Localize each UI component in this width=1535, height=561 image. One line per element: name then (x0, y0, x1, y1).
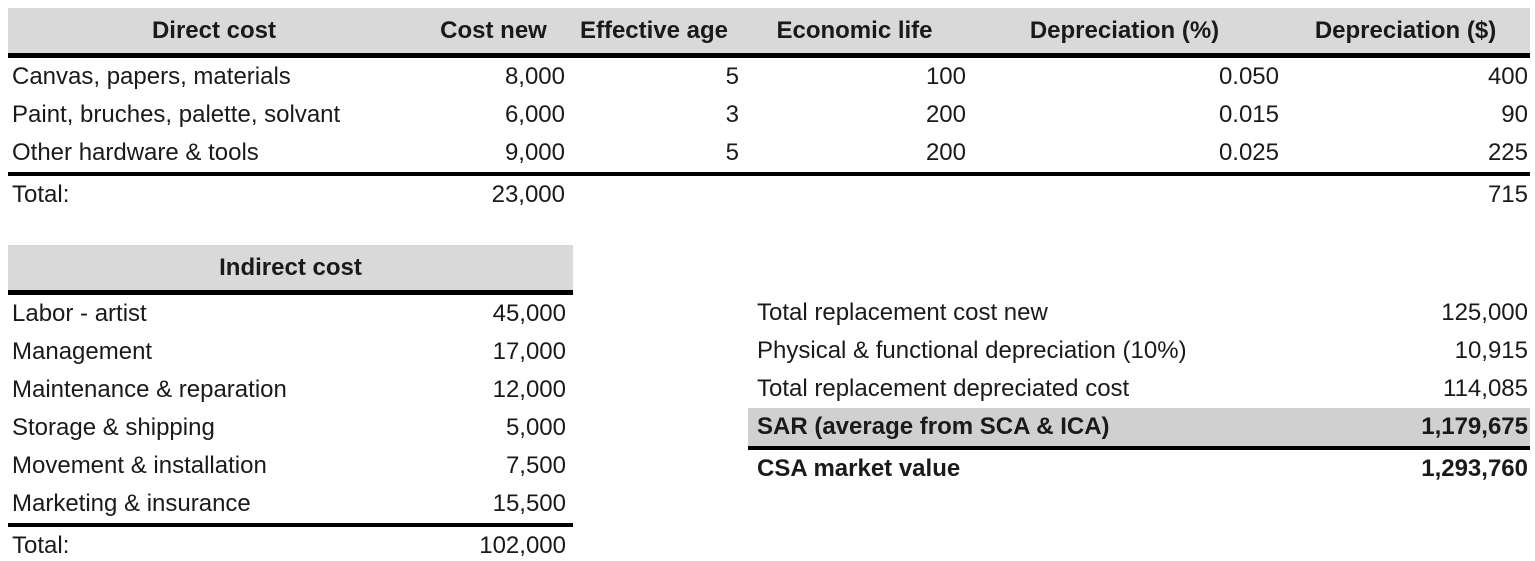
table-row: Paint, bruches, palette, solvant 6,000 3… (8, 96, 1530, 134)
summary-value: 125,000 (1441, 299, 1528, 326)
total-label: Total: (12, 532, 70, 559)
table-row: Movement & installation 7,500 (8, 447, 573, 485)
summary-label: Total replacement depreciated cost (757, 375, 1130, 402)
cell-value: 17,000 (492, 338, 566, 365)
summary-value: 1,179,675 (1421, 413, 1528, 440)
cell-value: 45,000 (492, 300, 566, 327)
valuation-summary: Total replacement cost new 125,000 Physi… (748, 294, 1530, 488)
cell-cost-new: 9,000 (504, 139, 565, 166)
cell-depreciation-pct: 0.015 (1218, 101, 1279, 128)
summary-row-sar-average: SAR (average from SCA & ICA) 1,179,675 (748, 408, 1530, 450)
cell-depreciation-pct: 0.050 (1218, 63, 1279, 90)
header-cost-new: Cost new (440, 16, 547, 44)
indirect-cost-table: Indirect cost Labor - artist 45,000 Mana… (8, 245, 573, 561)
table-row: Management 17,000 (8, 333, 573, 371)
summary-label: Physical & functional depreciation (10%) (757, 337, 1187, 364)
summary-row-csa-market-value: CSA market value 1,293,760 (748, 450, 1530, 488)
cell-depreciation-usd: 90 (1501, 101, 1528, 128)
direct-cost-total-row: Total: 23,000 715 (8, 176, 1530, 214)
table-row: Labor - artist 45,000 (8, 295, 573, 333)
header-direct-cost: Direct cost (151, 16, 277, 44)
direct-cost-header-row: Direct cost Cost new Effective age Econo… (8, 8, 1530, 58)
total-depreciation-usd: 715 (1487, 181, 1528, 208)
cell-item-label: Paint, bruches, palette, solvant (12, 101, 341, 128)
cell-economic-life: 200 (925, 101, 966, 128)
summary-label: CSA market value (757, 455, 961, 482)
summary-row-physical-functional-depreciation: Physical & functional depreciation (10%)… (748, 332, 1530, 370)
cell-item-label: Movement & installation (12, 452, 267, 479)
header-economic-life: Economic life (776, 16, 933, 44)
table-row: Maintenance & reparation 12,000 (8, 371, 573, 409)
cell-value: 7,500 (505, 452, 566, 479)
indirect-cost-body: Labor - artist 45,000 Management 17,000 … (8, 295, 573, 527)
total-cost-new: 23,000 (491, 181, 565, 208)
summary-label: Total replacement cost new (757, 299, 1048, 326)
table-row: Other hardware & tools 9,000 5 200 0.025… (8, 134, 1530, 172)
header-indirect-cost: Indirect cost (219, 253, 362, 281)
total-value: 102,000 (479, 532, 566, 559)
table-row: Canvas, papers, materials 8,000 5 100 0.… (8, 58, 1530, 96)
summary-value: 114,085 (1443, 375, 1528, 402)
cell-effective-age: 3 (725, 101, 739, 128)
cell-item-label: Canvas, papers, materials (12, 63, 291, 90)
cell-item-label: Labor - artist (12, 300, 147, 327)
cell-value: 5,000 (505, 414, 566, 441)
table-row: Marketing & insurance 15,500 (8, 485, 573, 527)
cell-item-label: Management (12, 338, 153, 365)
cell-value: 15,500 (492, 490, 566, 517)
summary-label: SAR (average from SCA & ICA) (757, 413, 1110, 440)
cell-depreciation-usd: 400 (1487, 63, 1528, 90)
cell-effective-age: 5 (725, 139, 739, 166)
direct-cost-table: Direct cost Cost new Effective age Econo… (8, 8, 1530, 214)
table-row: Storage & shipping 5,000 (8, 409, 573, 447)
cell-effective-age: 5 (725, 63, 739, 90)
summary-value: 1,293,760 (1421, 455, 1528, 482)
cell-item-label: Other hardware & tools (12, 139, 259, 166)
total-label: Total: (12, 181, 70, 208)
cell-cost-new: 6,000 (504, 101, 565, 128)
header-effective-age: Effective age (579, 16, 729, 44)
cell-economic-life: 100 (925, 63, 966, 90)
indirect-cost-total-row: Total: 102,000 (8, 527, 573, 561)
cell-depreciation-usd: 225 (1487, 139, 1528, 166)
summary-row-total-replacement-cost-new: Total replacement cost new 125,000 (748, 294, 1530, 332)
cell-cost-new: 8,000 (504, 63, 565, 90)
cell-item-label: Marketing & insurance (12, 490, 251, 517)
direct-cost-body: Canvas, papers, materials 8,000 5 100 0.… (8, 58, 1530, 176)
summary-value: 10,915 (1454, 337, 1528, 364)
indirect-cost-header-row: Indirect cost (8, 245, 573, 295)
header-depreciation-usd: Depreciation ($) (1314, 16, 1497, 44)
cell-item-label: Storage & shipping (12, 414, 215, 441)
header-depreciation-pct: Depreciation (%) (1029, 16, 1220, 44)
cell-value: 12,000 (492, 376, 566, 403)
cell-economic-life: 200 (925, 139, 966, 166)
cell-depreciation-pct: 0.025 (1218, 139, 1279, 166)
summary-row-total-replacement-depreciated-cost: Total replacement depreciated cost 114,0… (748, 370, 1530, 408)
cell-item-label: Maintenance & reparation (12, 376, 287, 403)
